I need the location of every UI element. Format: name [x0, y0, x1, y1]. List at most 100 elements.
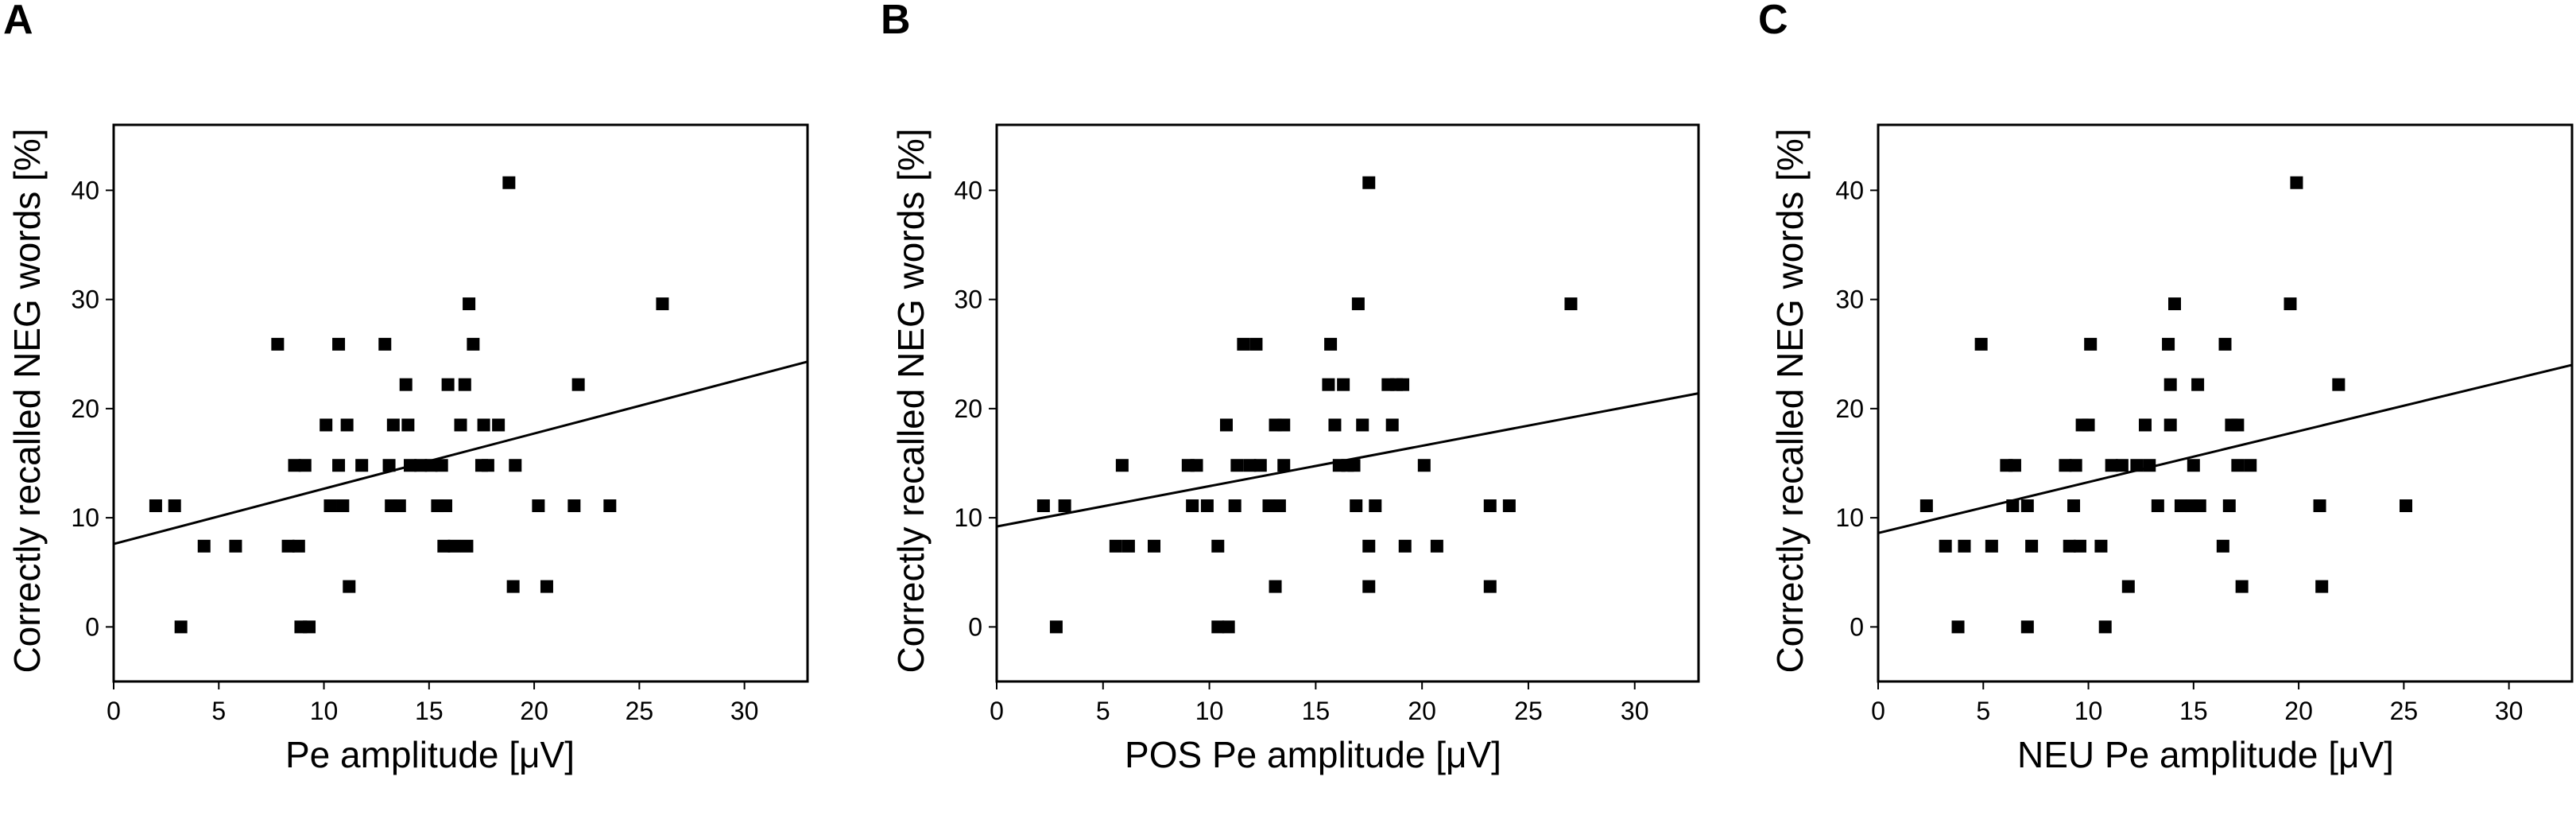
panel-a-y-tick-label: 30	[71, 285, 99, 314]
panel-a: A Correctly recalled NEG words [%] Pe am…	[3, 0, 809, 775]
panel-c-x-ticks: 0 5 10 15 20 25 30	[1871, 681, 2523, 725]
data-point	[1249, 337, 1263, 351]
panel-b-x-tick-label: 10	[1195, 697, 1224, 725]
data-point	[2084, 337, 2098, 351]
data-point	[460, 539, 474, 553]
data-point	[2191, 378, 2205, 391]
panel-a-trendline	[113, 360, 808, 546]
data-point	[1121, 539, 1135, 553]
data-point	[1269, 580, 1282, 593]
data-point	[393, 499, 406, 513]
data-point	[2059, 459, 2072, 472]
panel-b-x-tick-label: 30	[1621, 697, 1649, 725]
data-point	[532, 499, 545, 513]
panel-b-y-tick-label: 10	[954, 503, 982, 532]
data-point	[281, 539, 295, 553]
data-point	[454, 418, 467, 432]
panel-a-points	[149, 176, 669, 634]
data-point	[1951, 620, 1965, 634]
panel-b-y-tick-label: 40	[954, 176, 982, 204]
data-point	[292, 539, 305, 553]
data-point	[2290, 176, 2303, 189]
panel-b-x-tick-label: 15	[1302, 697, 1331, 725]
data-point	[2400, 499, 2413, 513]
data-point	[2082, 418, 2095, 432]
data-point	[1148, 539, 1161, 553]
data-point	[2115, 459, 2129, 472]
data-point	[303, 620, 316, 634]
data-point	[441, 378, 455, 391]
data-point	[1356, 418, 1369, 432]
panel-a-y-tick-label: 0	[85, 612, 99, 641]
data-point	[1939, 539, 1952, 553]
data-point	[1228, 499, 1242, 513]
data-point	[1230, 459, 1244, 472]
data-point	[197, 539, 211, 553]
data-point	[2315, 580, 2329, 593]
data-point	[463, 297, 476, 311]
data-point	[2284, 297, 2297, 311]
panel-c-x-tick-label: 25	[2390, 697, 2419, 725]
panel-c-x-axis-title: NEU Pe amplitude [μV]	[2017, 734, 2394, 775]
panel-c-x-tick-label: 15	[2179, 697, 2208, 725]
data-point	[447, 539, 461, 553]
panel-c-x-tick-label: 20	[2284, 697, 2313, 725]
data-point	[506, 580, 520, 593]
data-point	[1253, 459, 1267, 472]
data-point	[1036, 499, 1050, 513]
panel-b-letter: B	[881, 0, 911, 43]
data-point	[458, 378, 471, 391]
data-point	[1200, 499, 1214, 513]
data-point	[288, 459, 301, 472]
data-point	[2162, 337, 2175, 351]
panel-a-plot-frame	[112, 123, 809, 683]
data-point	[1502, 499, 1516, 513]
panel-c-y-tick-label: 20	[1835, 394, 1864, 423]
data-point	[656, 297, 669, 311]
panel-a-letter: A	[3, 0, 33, 43]
data-point	[2067, 499, 2081, 513]
panel-c-letter: C	[1758, 0, 1788, 43]
data-point	[1564, 297, 1578, 311]
data-point	[1211, 539, 1225, 553]
data-point	[340, 418, 354, 432]
data-point	[439, 499, 452, 513]
panel-c-x-tick-label: 5	[1976, 697, 1990, 725]
data-point	[2163, 378, 2177, 391]
data-point	[2313, 499, 2326, 513]
data-point	[2151, 499, 2164, 513]
data-point	[2163, 418, 2177, 432]
data-point	[1219, 418, 1233, 432]
data-point	[320, 418, 333, 432]
panel-b-y-axis-title: Correctly recalled NEG words [%]	[890, 128, 932, 673]
data-point	[298, 459, 312, 472]
data-point	[382, 459, 396, 472]
data-point	[399, 378, 413, 391]
data-point	[2193, 499, 2206, 513]
data-point	[2105, 459, 2118, 472]
data-point	[2006, 499, 2020, 513]
data-point	[2222, 499, 2236, 513]
data-point	[1351, 297, 1365, 311]
data-point	[1324, 337, 1338, 351]
panel-a-x-tick-label: 5	[211, 697, 226, 725]
data-point	[1337, 378, 1350, 391]
data-point	[2143, 459, 2156, 472]
data-point	[2235, 580, 2249, 593]
data-point	[378, 337, 392, 351]
panel-a-y-tick-label: 40	[71, 176, 99, 204]
data-point	[2020, 499, 2034, 513]
panel-c-x-tick-label: 30	[2495, 697, 2524, 725]
panel-c-y-tick-label: 0	[1850, 612, 1864, 641]
data-point	[467, 337, 480, 351]
data-point	[1483, 580, 1497, 593]
data-point	[1262, 499, 1276, 513]
panel-b-y-ticks: 0 10 20 30 40	[954, 176, 997, 641]
data-point	[1049, 620, 1063, 634]
data-point	[2069, 459, 2082, 472]
data-point	[492, 418, 506, 432]
data-point	[1277, 418, 1291, 432]
data-point	[435, 459, 448, 472]
panel-a-x-tick-label: 25	[626, 697, 654, 725]
data-point	[2020, 620, 2034, 634]
